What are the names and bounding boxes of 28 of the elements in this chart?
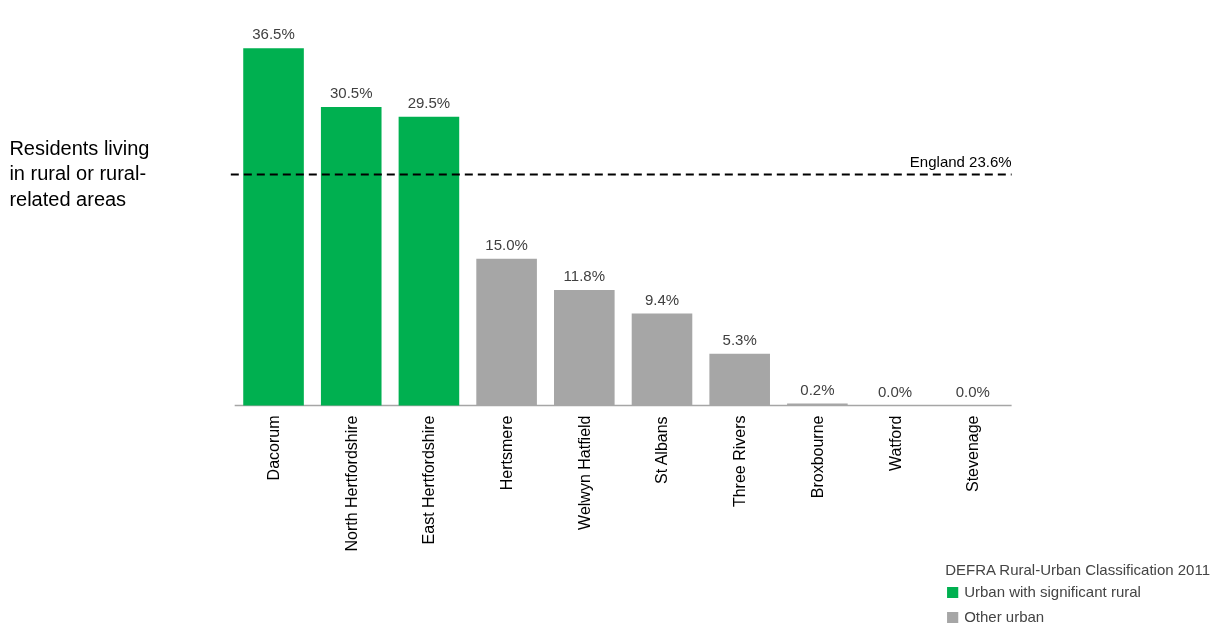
x-tick-label: North Hertfordshire <box>342 415 360 552</box>
data-label: 5.3% <box>722 330 757 348</box>
x-tick-label: East Hertfordshire <box>420 415 438 545</box>
data-label: 11.8% <box>563 267 606 285</box>
data-label: 9.4% <box>644 290 680 308</box>
x-tick-label: Welwyn Hatfield <box>575 415 593 530</box>
legend-title: DEFRA Rural-Urban Classification 2011 <box>945 561 1210 578</box>
bar <box>398 116 460 406</box>
data-label: 0.0% <box>955 382 990 400</box>
data-label: 0.2% <box>800 380 835 398</box>
ref-line-label: England 23.6% <box>909 152 1012 170</box>
x-tick-label: Hertsmere <box>498 415 516 491</box>
data-label: 29.5% <box>407 93 451 111</box>
x-tick-label: Dacorum <box>265 415 283 481</box>
x-tick-label: Broxbourne <box>808 415 826 499</box>
data-label: 15.0% <box>485 235 528 253</box>
data-label: 36.5% <box>252 25 295 43</box>
legend-label: Other urban <box>964 608 1045 625</box>
x-tick-label: St Albans <box>653 416 671 484</box>
x-tick-label: Watford <box>886 415 904 471</box>
bar <box>320 107 382 406</box>
data-label: 0.0% <box>877 382 913 400</box>
bar <box>243 48 304 406</box>
x-tick-label: Stevenage <box>964 415 982 493</box>
text: Residents living in rural or rural- related areas <box>9 137 150 210</box>
legend-label: Urban with significant rural <box>964 583 1141 600</box>
x-tick-label: Three Rivers <box>731 415 749 508</box>
data-label: 30.5% <box>329 84 373 102</box>
